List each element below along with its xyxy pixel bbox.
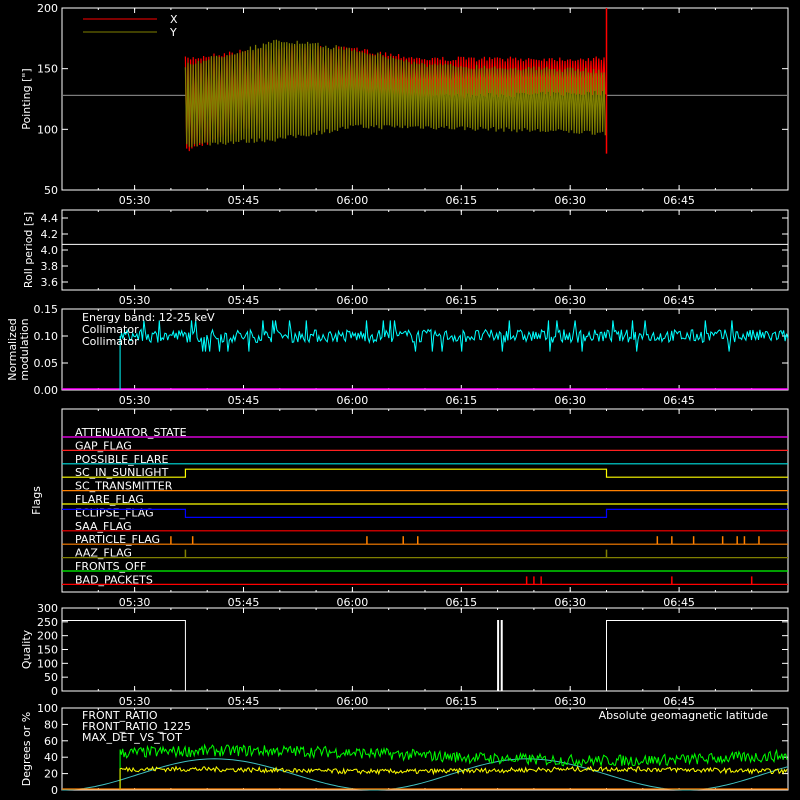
x-tick-label: 05:45 [228, 294, 260, 307]
y-axis-label: Roll period [s] [22, 212, 35, 288]
y-tick-label: 80 [44, 718, 58, 731]
series-line-front-ratio [119, 765, 788, 790]
flag-label: SC_TRANSMITTER [75, 480, 173, 493]
series-line-collimator-cyan [119, 320, 789, 390]
y-tick-label: 4.4 [41, 212, 59, 225]
y-axis-label: modulation [18, 318, 31, 380]
x-tick-label: 06:15 [445, 695, 477, 708]
series-line-front-ratio-1225 [119, 743, 788, 790]
flag-label: BAD_PACKETS [75, 573, 153, 586]
x-tick-label: 06:45 [663, 695, 695, 708]
flag-label: POSSIBLE_FLARE [75, 453, 169, 466]
legend-label: FRONT_RATIO [82, 709, 158, 722]
x-tick-label: 06:30 [554, 695, 586, 708]
y-tick-label: 0.10 [34, 330, 59, 343]
x-tick-label: 05:45 [228, 194, 260, 207]
x-tick-label: 06:15 [445, 294, 477, 307]
flag-label: SC_IN_SUNLIGHT [75, 466, 169, 479]
x-tick-label: 06:00 [337, 596, 369, 609]
y-tick-label: 250 [37, 616, 58, 629]
x-tick-label: 05:45 [228, 394, 260, 407]
y-tick-label: 150 [37, 644, 58, 657]
legend-label: X [170, 13, 178, 26]
y-tick-label: 3.8 [41, 260, 59, 273]
y-tick-label: 0.15 [34, 303, 59, 316]
x-tick-label: 06:30 [554, 596, 586, 609]
x-tick-label: 06:30 [554, 294, 586, 307]
y-axis-label: Quality [20, 629, 33, 669]
y-tick-label: 200 [37, 630, 58, 643]
y-tick-label: 50 [44, 184, 58, 197]
flag-line-sc-in-sunlight [62, 468, 788, 478]
y-axis-label: Normalized [6, 318, 19, 380]
x-tick-label: 06:00 [337, 294, 369, 307]
flag-label: ATTENUATOR_STATE [75, 426, 187, 439]
x-tick-label: 05:30 [119, 596, 151, 609]
legend-label: Y [169, 26, 177, 39]
y-tick-label: 300 [37, 602, 58, 615]
y-axis-label: Degrees or % [20, 712, 33, 786]
x-tick-label: 06:45 [663, 596, 695, 609]
x-tick-label: 06:00 [337, 194, 369, 207]
flag-label: GAP_FLAG [75, 439, 132, 452]
x-tick-label: 06:45 [663, 394, 695, 407]
x-tick-label: 06:00 [337, 695, 369, 708]
y-tick-label: 60 [44, 735, 58, 748]
flag-label: FRONTS_OFF [75, 560, 146, 573]
plot-frame-2 [61, 209, 789, 291]
energy-band-annotation: Energy band: 12-25 keV [82, 311, 215, 324]
geomagnetic-latitude-label: Absolute geomagnetic latitude [599, 709, 769, 722]
x-tick-label: 06:00 [337, 394, 369, 407]
series-line-y [184, 39, 606, 148]
y-axis-label: Pointing ["] [20, 68, 33, 129]
x-tick-label: 05:45 [228, 596, 260, 609]
x-tick-label: 05:30 [119, 294, 151, 307]
y-tick-label: 100 [37, 702, 58, 715]
x-tick-label: 05:30 [119, 695, 151, 708]
y-tick-label: 4.0 [41, 244, 59, 257]
series-line-geomagnetic-latitude [62, 758, 789, 791]
y-tick-label: 0 [51, 685, 58, 698]
y-tick-label: 50 [44, 671, 58, 684]
y-tick-label: 4.2 [41, 228, 59, 241]
x-tick-label: 06:15 [445, 194, 477, 207]
y-axis-label: Flags [30, 486, 43, 515]
y-tick-label: 0.00 [34, 384, 59, 397]
y-tick-label: 100 [37, 657, 58, 670]
legend-label: FRONT_RATIO_1225 [82, 720, 191, 733]
y-tick-label: 100 [37, 123, 58, 136]
x-tick-label: 06:15 [445, 596, 477, 609]
y-tick-label: 0 [51, 784, 58, 797]
flag-label: SAA_FLAG [75, 520, 132, 533]
legend-label: Collimator [82, 323, 139, 336]
y-tick-label: 200 [37, 2, 58, 15]
flag-label: FLARE_FLAG [75, 493, 144, 506]
x-tick-label: 05:30 [119, 194, 151, 207]
y-tick-label: 0.05 [34, 357, 59, 370]
series-line-quality [62, 619, 788, 692]
legend-label: MAX_DET_VS_TOT [82, 731, 182, 744]
flag-label: ECLIPSE_FLAG [75, 506, 154, 519]
x-tick-label: 06:15 [445, 394, 477, 407]
y-tick-label: 150 [37, 63, 58, 76]
y-tick-label: 40 [44, 751, 58, 764]
x-tick-label: 06:45 [663, 294, 695, 307]
x-tick-label: 06:30 [554, 194, 586, 207]
x-tick-label: 05:45 [228, 695, 260, 708]
x-tick-label: 06:30 [554, 394, 586, 407]
x-tick-label: 05:30 [119, 394, 151, 407]
y-tick-label: 3.6 [41, 276, 59, 289]
legend-label: Collimator [82, 335, 139, 348]
flag-line-eclipse-flag [62, 508, 788, 518]
x-tick-label: 06:45 [663, 194, 695, 207]
flag-label: PARTICLE_FLAG [75, 533, 160, 546]
flag-label: AAZ_FLAG [75, 547, 132, 560]
y-tick-label: 20 [44, 768, 58, 781]
